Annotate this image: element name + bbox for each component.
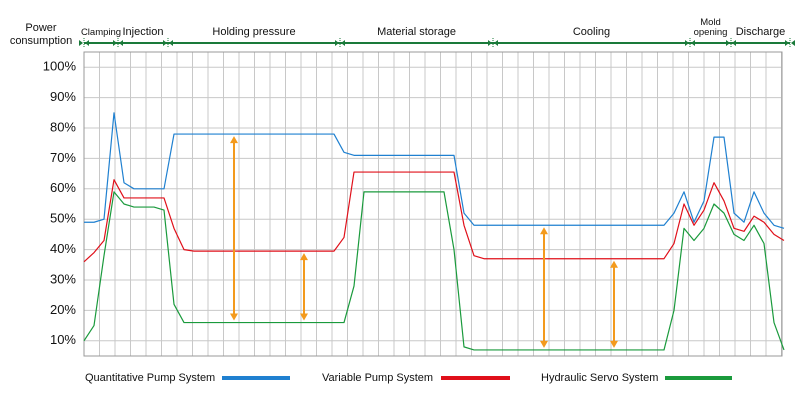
- diff-arrow-head: [300, 253, 308, 321]
- phase-label: Injection: [122, 26, 164, 38]
- phase-arrow: [685, 40, 695, 46]
- phase-arrow: [488, 40, 498, 46]
- y-tick-label: 80%: [50, 119, 76, 134]
- y-tick-label: 20%: [50, 302, 76, 317]
- series-line: [83, 191, 785, 351]
- phase-label: Material storage: [377, 26, 456, 38]
- series-line: [83, 171, 785, 263]
- y-tick-label: 40%: [50, 241, 76, 256]
- phase-arrow: [726, 40, 736, 46]
- phase-arrow: [79, 40, 89, 46]
- plot-frame: [83, 51, 783, 357]
- phase-label: Cooling: [572, 26, 611, 38]
- y-tick-label: 30%: [50, 271, 76, 286]
- phase-arrow: [785, 40, 795, 46]
- phase-arrow: [163, 40, 173, 46]
- y-tick-label: 50%: [50, 211, 76, 226]
- y-tick-label: 90%: [50, 89, 76, 104]
- y-tick-label: 100%: [43, 59, 77, 74]
- legend-label: Quantitative Pump System: [85, 372, 215, 384]
- phase-arrow: [113, 40, 123, 46]
- y-axis-label: Power consumption: [9, 22, 73, 47]
- legend-label: Variable Pump System: [322, 372, 433, 384]
- y-tick-label: 10%: [50, 332, 76, 347]
- y-tick-label: 70%: [50, 150, 76, 165]
- legend-label: Hydraulic Servo System: [541, 372, 658, 384]
- phase-label: Mold opening: [693, 17, 728, 38]
- y-tick-label: 60%: [50, 180, 76, 195]
- phase-label: Discharge: [735, 26, 786, 38]
- phase-arrow: [335, 40, 345, 46]
- phase-label: Holding pressure: [212, 26, 296, 38]
- series-line: [84, 112, 785, 229]
- phase-label: Clamping: [80, 27, 122, 38]
